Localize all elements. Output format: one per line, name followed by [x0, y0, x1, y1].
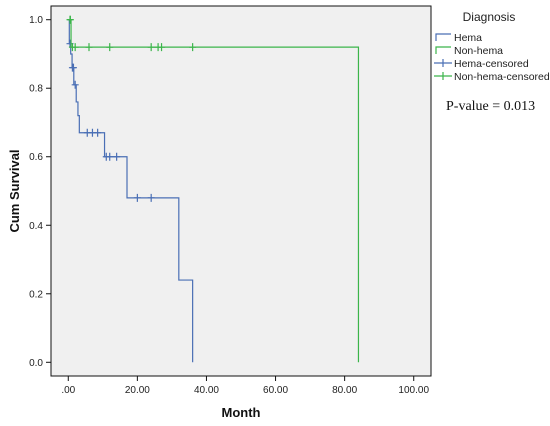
- non-hema-censor-mark: [147, 43, 155, 52]
- hema-censor-mark: [147, 193, 155, 202]
- x-axis: .00 20.00 40.00 60.00 80.00 100.00: [61, 376, 429, 396]
- x-tick-label: 20.00: [125, 385, 150, 396]
- hema-censor-mark: [113, 152, 121, 161]
- legend-label-hema: Hema: [454, 32, 482, 44]
- legend-swatch-non-hema: [435, 46, 451, 54]
- hema-censor-mark: [69, 63, 77, 72]
- non-hema-censor-mark: [85, 43, 93, 52]
- legend-label-hema-censored: Hema-censored: [454, 58, 529, 70]
- legend: Diagnosis HemaNon-hemaHema-censoredNon-h…: [434, 10, 550, 83]
- hema-survival-line: [68, 19, 194, 363]
- x-tick-label: 40.00: [194, 385, 219, 396]
- non-hema-censor-mark: [66, 15, 74, 24]
- y-tick-label: 0.0: [29, 358, 43, 369]
- non-hema-censor-mark: [189, 43, 197, 52]
- y-tick-label: 0.8: [29, 84, 43, 95]
- y-tick-label: 0.4: [29, 221, 43, 232]
- legend-title: Diagnosis: [463, 10, 516, 24]
- x-tick-label: 80.00: [332, 385, 357, 396]
- hema-censor-mark: [133, 193, 141, 202]
- p-value-annotation: P-value = 0.013: [446, 99, 535, 114]
- non-hema-censor-mark: [106, 43, 114, 52]
- legend-swatch-hema: [435, 33, 451, 41]
- survival-curves: [66, 15, 360, 363]
- x-axis-title: Month: [222, 405, 261, 420]
- legend-swatch-hema-censored: [434, 59, 452, 67]
- legend-label-non-hema-censored: Non-hema-censored: [454, 71, 550, 83]
- legend-swatch-non-hema-censored: [434, 72, 452, 80]
- y-axis: 0.0 0.2 0.4 0.6 0.8 1.0: [29, 15, 51, 369]
- non-hema-censor-mark: [71, 43, 79, 52]
- y-tick-label: 1.0: [29, 15, 43, 26]
- hema-censor-mark: [94, 128, 102, 137]
- y-tick-label: 0.2: [29, 289, 43, 300]
- y-axis-title: Cum Survival: [7, 149, 22, 232]
- x-tick-label: 100.00: [398, 385, 429, 396]
- y-tick-label: 0.6: [29, 152, 43, 163]
- x-tick-label: 60.00: [263, 385, 288, 396]
- hema-censor-mark: [71, 80, 79, 89]
- non-hema-censor-mark: [158, 43, 166, 52]
- plot-area: [50, 5, 432, 377]
- hema-censor-mark: [106, 152, 114, 161]
- x-tick-label: .00: [61, 385, 75, 396]
- legend-label-non-hema: Non-hema: [454, 45, 503, 57]
